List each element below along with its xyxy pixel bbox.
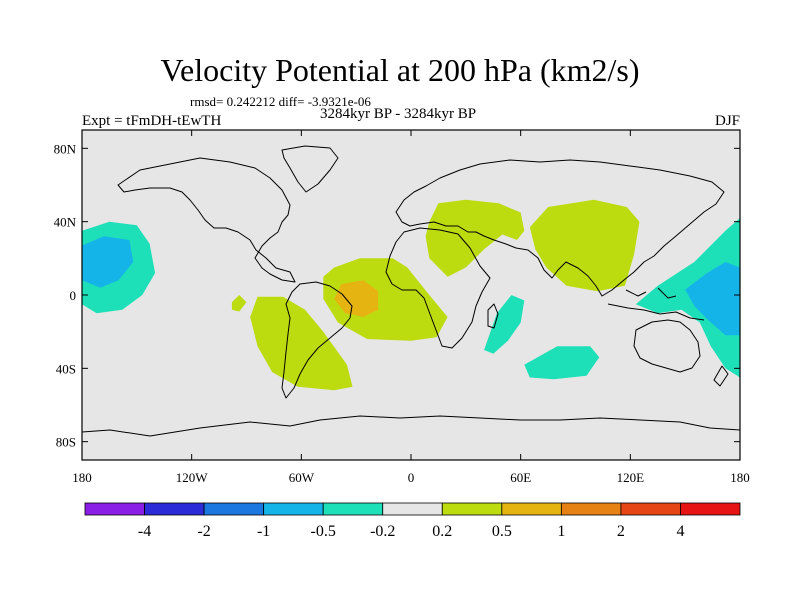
stats-line: rmsd= 0.242212 diff= -3.9321e-06 bbox=[190, 94, 371, 109]
colorbar-level-label: 2 bbox=[617, 523, 625, 540]
y-tick-label: 80N bbox=[54, 141, 77, 156]
colorbar-swatch bbox=[680, 502, 741, 516]
chart-title: Velocity Potential at 200 hPa (km2/s) bbox=[160, 52, 640, 88]
region-small-pacific-island-positive bbox=[231, 295, 247, 312]
colorbar-swatch bbox=[560, 502, 622, 516]
region-west-pacific-core bbox=[685, 262, 740, 336]
y-axis: 80N 40N 0 40S 80S bbox=[54, 141, 740, 450]
colorbar-level-label: -2 bbox=[197, 523, 210, 540]
x-tick-label: 60W bbox=[289, 470, 315, 485]
x-tick-label: 0 bbox=[408, 470, 415, 485]
y-tick-label: 40N bbox=[54, 215, 77, 230]
coastline-eurasia bbox=[395, 159, 725, 297]
colorbar-level-label: -4 bbox=[138, 523, 151, 540]
colorbar: -4 -2 -1 -0.5 -0.2 0.2 0.5 1 2 4 bbox=[84, 502, 741, 540]
season-label: DJF bbox=[714, 113, 740, 129]
y-tick-label: 40S bbox=[56, 361, 76, 376]
x-tick-label: 120W bbox=[176, 470, 209, 485]
colorbar-level-label: -1 bbox=[257, 523, 270, 540]
colorbar-swatch bbox=[144, 502, 205, 516]
x-tick-label: 60E bbox=[510, 470, 531, 485]
region-tropical-atlantic-core bbox=[334, 280, 379, 317]
coastline-new-zealand bbox=[713, 365, 729, 387]
region-south-indian-negative bbox=[524, 346, 600, 380]
colorbar-level-label: -0.5 bbox=[311, 523, 336, 540]
x-axis: 180 120W 60W 0 60E 120E 180 bbox=[72, 130, 750, 485]
coastline-indonesia bbox=[607, 287, 705, 321]
x-tick-label: 180 bbox=[730, 470, 750, 485]
x-tick-label: 180 bbox=[72, 470, 92, 485]
region-southwest-indian-negative bbox=[484, 295, 525, 354]
coastline-australia bbox=[633, 319, 701, 373]
colorbar-swatch bbox=[382, 502, 443, 516]
colorbar-level-label: -0.2 bbox=[370, 523, 395, 540]
region-west-pacific-negative bbox=[635, 218, 740, 378]
region-north-pacific-core bbox=[82, 236, 134, 288]
x-tick-label: 120E bbox=[617, 470, 645, 485]
contour-regions bbox=[82, 199, 740, 391]
colorbar-swatch bbox=[84, 502, 145, 516]
region-south-america-positive bbox=[250, 296, 353, 391]
coastline-madagascar bbox=[487, 303, 499, 329]
colorbar-level-label: 1 bbox=[557, 523, 565, 540]
coastline-south-america bbox=[281, 281, 353, 399]
colorbar-swatch bbox=[263, 502, 324, 516]
y-tick-label: 0 bbox=[70, 288, 77, 303]
region-east-asia-positive bbox=[529, 199, 640, 292]
period-label: 3284kyr BP - 3284kyr BP bbox=[320, 106, 477, 122]
colorbar-swatch bbox=[501, 502, 562, 516]
coastline-north-america bbox=[117, 157, 296, 283]
colorbar-level-label: 0.2 bbox=[432, 523, 452, 540]
coastline-greenland bbox=[281, 145, 339, 193]
colorbar-level-label: 4 bbox=[676, 523, 684, 540]
region-tropical-atlantic-positive bbox=[323, 258, 448, 341]
y-tick-label: 80S bbox=[56, 435, 76, 450]
coastline-africa bbox=[385, 227, 491, 349]
colorbar-swatch bbox=[620, 502, 681, 516]
experiment-label: Expt = tFmDH-tEwTH bbox=[82, 113, 222, 129]
colorbar-swatch bbox=[203, 502, 265, 516]
region-eurasia-africa-positive bbox=[425, 199, 525, 277]
colorbar-swatch bbox=[441, 502, 503, 516]
colorbar-level-label: 0.5 bbox=[492, 523, 512, 540]
coastline-antarctica bbox=[81, 415, 741, 437]
colorbar-swatch bbox=[322, 502, 384, 516]
coastlines bbox=[81, 145, 741, 437]
